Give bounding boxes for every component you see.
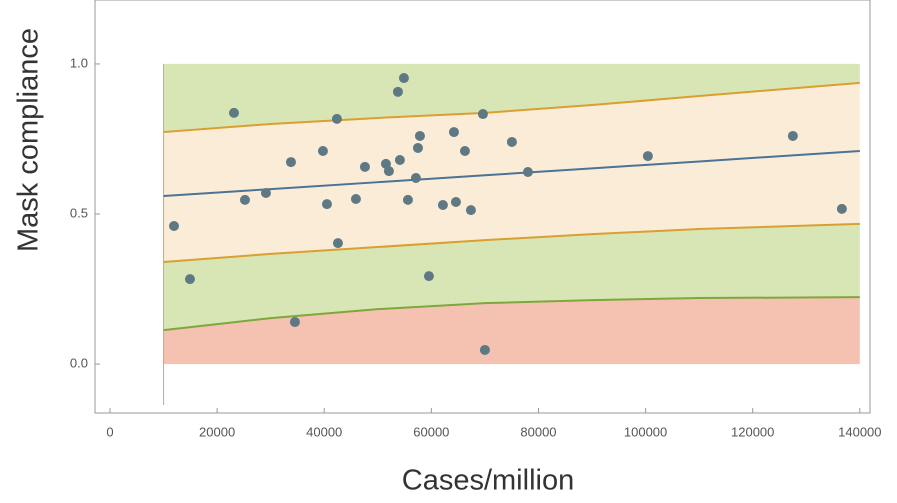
point xyxy=(402,194,413,205)
point xyxy=(392,86,403,97)
band xyxy=(163,297,860,365)
point xyxy=(359,161,370,172)
point xyxy=(394,154,405,165)
point xyxy=(479,344,490,355)
point xyxy=(321,199,332,210)
point xyxy=(350,193,361,204)
x-tick-label: 40000 xyxy=(306,424,342,439)
x-tick-label: 80000 xyxy=(520,424,556,439)
point xyxy=(450,196,461,207)
point xyxy=(642,151,653,162)
point xyxy=(239,194,250,205)
point xyxy=(477,109,488,120)
point xyxy=(410,172,421,183)
point xyxy=(184,274,195,285)
point xyxy=(260,187,271,198)
point xyxy=(836,203,847,214)
curve xyxy=(163,222,860,264)
point xyxy=(168,221,179,232)
point xyxy=(412,142,423,153)
point xyxy=(459,145,470,156)
point xyxy=(398,73,409,84)
x-tick-label: 120000 xyxy=(731,424,774,439)
y-tick-label: 1.0 xyxy=(70,55,88,70)
point xyxy=(332,238,343,249)
y-tick-label: 0.5 xyxy=(70,205,88,220)
point xyxy=(414,130,425,141)
point xyxy=(522,166,533,177)
y-tick-label: 0.0 xyxy=(70,356,88,371)
point xyxy=(423,271,434,282)
point xyxy=(448,127,459,138)
point xyxy=(787,130,798,141)
point xyxy=(289,317,300,328)
x-tick-label: 0 xyxy=(106,424,113,439)
x-tick-label: 140000 xyxy=(838,424,881,439)
point xyxy=(228,107,239,118)
curve xyxy=(163,149,860,197)
point xyxy=(331,113,342,124)
x-tick-label: 60000 xyxy=(413,424,449,439)
band xyxy=(163,82,860,263)
point xyxy=(317,145,328,156)
x-axis-label: Cases/million xyxy=(402,465,574,497)
x-tick-label: 20000 xyxy=(199,424,235,439)
point xyxy=(506,136,517,147)
point xyxy=(465,205,476,216)
point xyxy=(437,199,448,210)
y-axis-label: Mask compliance xyxy=(13,28,45,252)
plot-frame xyxy=(94,0,871,414)
curve xyxy=(163,296,860,332)
x-tick-label: 100000 xyxy=(624,424,667,439)
point xyxy=(285,157,296,168)
point xyxy=(383,166,394,177)
